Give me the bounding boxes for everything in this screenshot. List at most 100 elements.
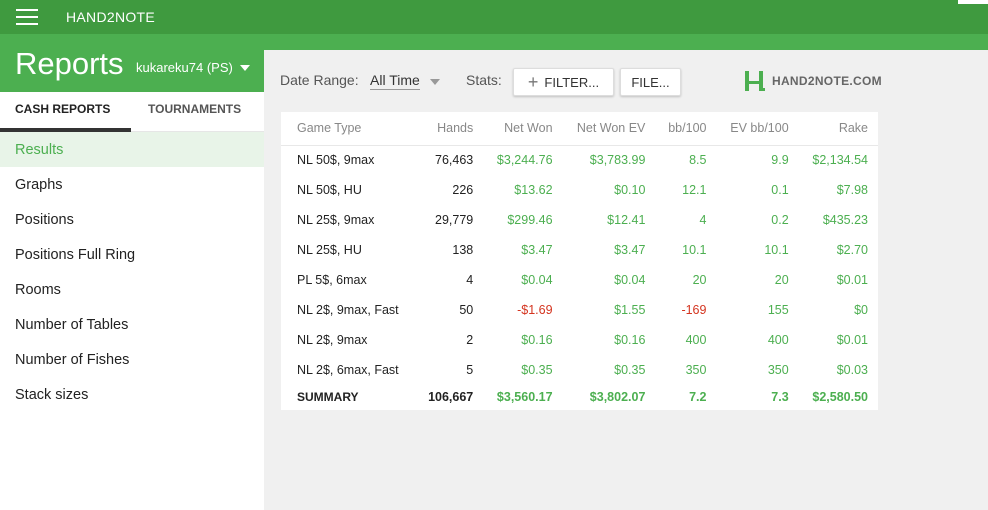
page-title: Reports xyxy=(15,46,124,81)
sidebar-item-number-of-fishes[interactable]: Number of Fishes xyxy=(15,351,130,368)
cell-net-won: $299.46 xyxy=(507,213,553,227)
cell-net-won: $0.16 xyxy=(521,333,553,347)
cell-net-won-ev: $12.41 xyxy=(607,213,646,227)
cell-bb100: 12.1 xyxy=(682,183,707,197)
column-header-hands[interactable]: Hands xyxy=(414,112,484,146)
report-tabs: CASH REPORTS TOURNAMENTS xyxy=(0,92,264,132)
cell-net-won: $0.04 xyxy=(521,273,553,287)
cell-game-type: NL 25$, HU xyxy=(297,243,362,257)
cell-game-type: NL 25$, 9max xyxy=(297,213,375,227)
table-row[interactable]: NL 50$, HU 226 $13.62 $0.10 12.1 0.1 $7.98 xyxy=(281,175,878,205)
sidebar-item-positions-full-ring[interactable]: Positions Full Ring xyxy=(15,246,136,263)
sidebar-item-graphs[interactable]: Graphs xyxy=(15,176,63,193)
table-row[interactable]: NL 2$, 9max, Fast 50 -$1.69 $1.55 -169 155 $0 xyxy=(281,295,878,325)
cell-ev-bb100: 20 xyxy=(774,273,789,287)
caret-down-icon xyxy=(239,64,250,71)
hand2note-logo: HAND2NOTE.COM xyxy=(744,70,882,92)
cell-hands: 106,667 xyxy=(428,390,474,404)
app-bar-corner xyxy=(958,0,988,4)
file-button[interactable]: FILE... xyxy=(620,68,681,96)
column-header-rake[interactable]: Rake xyxy=(798,112,878,146)
hand2note-logo-icon xyxy=(745,71,765,91)
cell-game-type: NL 2$, 6max, Fast xyxy=(297,363,399,377)
filter-button-label: FILTER... xyxy=(544,74,600,90)
column-header-net-won[interactable]: Net Won xyxy=(483,112,563,146)
file-button-label: FILE... xyxy=(631,74,670,90)
column-header-ev-bb100[interactable]: EV bb/100 xyxy=(716,112,799,146)
sidebar-item-number-of-tables[interactable]: Number of Tables xyxy=(15,316,129,333)
cell-rake: $7.98 xyxy=(836,183,868,197)
cell-game-type: PL 5$, 6max xyxy=(297,273,367,287)
cell-rake: $0.01 xyxy=(836,273,868,287)
cell-ev-bb100: 155 xyxy=(767,303,789,317)
cell-game-type: NL 50$, HU xyxy=(297,183,362,197)
cell-game-type: SUMMARY xyxy=(297,390,359,404)
summary-row[interactable]: SUMMARY 106,667 $3,560.17 $3,802.07 7.2 7.3 $2… xyxy=(281,385,878,409)
cell-net-won: $0.35 xyxy=(521,363,553,377)
cell-ev-bb100: 400 xyxy=(767,333,789,347)
account-label: kukareku74 (PS) xyxy=(136,60,233,75)
sidebar-item-results[interactable]: Results xyxy=(0,132,264,167)
cell-net-won-ev: $3,783.99 xyxy=(589,153,646,168)
cell-ev-bb100: 10.1 xyxy=(764,243,789,257)
sidebar-item-positions[interactable]: Positions xyxy=(15,211,74,228)
cell-hands: 5 xyxy=(466,363,474,377)
column-header-game-type[interactable]: Game Type xyxy=(281,112,415,146)
reports-header: Reports kukareku74 (PS) xyxy=(0,34,264,92)
cell-bb100: 7.2 xyxy=(689,390,707,404)
column-header-bb100[interactable]: bb/100 xyxy=(655,112,717,146)
sidebar: CASH REPORTS TOURNAMENTS Results Graphs … xyxy=(0,92,264,510)
cell-net-won-ev: $0.16 xyxy=(614,333,646,347)
table-row[interactable]: NL 25$, 9max 29,779 $299.46 $12.41 4 0.2 $435.… xyxy=(281,205,878,235)
active-tab-indicator xyxy=(0,128,131,132)
cell-net-won: $3,244.76 xyxy=(496,153,553,168)
cell-bb100: 4 xyxy=(699,213,707,227)
cell-game-type: NL 2$, 9max xyxy=(297,333,368,347)
table-row[interactable]: NL 50$, 9max 76,463 $3,244.76 $3,783.99 8.5 9… xyxy=(281,145,878,175)
cell-bb100: 20 xyxy=(692,273,707,287)
tab-tournaments[interactable]: TOURNAMENTS xyxy=(148,102,242,116)
hamburger-icon[interactable] xyxy=(16,9,38,25)
cell-game-type: NL 2$, 9max, Fast xyxy=(297,303,399,317)
account-dropdown[interactable]: kukareku74 (PS) xyxy=(136,60,250,75)
plus-icon: + xyxy=(527,72,539,92)
cell-ev-bb100: 9.9 xyxy=(771,153,789,168)
cell-hands: 138 xyxy=(452,243,474,257)
cell-hands: 226 xyxy=(452,183,474,197)
cell-rake: $435.23 xyxy=(822,213,868,227)
results-table: Game Type Hands Net Won Net Won EV bb/10… xyxy=(281,112,878,409)
cell-bb100: 350 xyxy=(685,363,707,377)
cell-ev-bb100: 350 xyxy=(767,363,789,377)
table-row[interactable]: NL 25$, HU 138 $3.47 $3.47 10.1 10.1 $2.70 xyxy=(281,235,878,265)
cell-net-won: $3,560.17 xyxy=(496,390,553,404)
table-row[interactable]: NL 2$, 9max 2 $0.16 $0.16 400 400 $0.01 xyxy=(281,325,878,355)
app-bar: HAND2NOTE xyxy=(0,0,988,34)
sidebar-item-rooms[interactable]: Rooms xyxy=(15,281,61,298)
cell-net-won-ev: $1.55 xyxy=(614,303,646,317)
cell-net-won-ev: $0.04 xyxy=(614,273,646,287)
sidebar-item-stack-sizes[interactable]: Stack sizes xyxy=(15,386,89,403)
cell-net-won: -$1.69 xyxy=(517,303,553,317)
date-range-select[interactable]: All Time xyxy=(370,72,420,90)
cell-bb100: 400 xyxy=(685,333,707,347)
cell-net-won: $3.47 xyxy=(521,243,553,257)
cell-rake: $0.03 xyxy=(836,363,868,377)
date-range-label: Date Range: xyxy=(280,72,359,88)
table-row[interactable]: PL 5$, 6max 4 $0.04 $0.04 20 20 $0.01 xyxy=(281,265,878,295)
stats-label: Stats: xyxy=(466,72,502,88)
table-row[interactable]: NL 2$, 6max, Fast 5 $0.35 $0.35 350 350 $0.03 xyxy=(281,355,878,385)
cell-net-won-ev: $0.35 xyxy=(614,363,646,377)
cell-game-type: NL 50$, 9max xyxy=(297,153,375,168)
filter-button[interactable]: + FILTER... xyxy=(513,68,614,96)
caret-down-icon[interactable] xyxy=(430,79,440,85)
cell-net-won: $13.62 xyxy=(514,183,553,197)
cell-hands: 2 xyxy=(466,333,474,347)
cell-hands: 50 xyxy=(459,303,474,317)
tab-cash-reports[interactable]: CASH REPORTS xyxy=(15,102,111,116)
cell-rake: $2,580.50 xyxy=(812,390,868,404)
app-title: HAND2NOTE xyxy=(66,9,156,25)
cell-ev-bb100: 0.1 xyxy=(771,183,789,197)
cell-rake: $2.70 xyxy=(836,243,868,257)
column-header-net-won-ev[interactable]: Net Won EV xyxy=(562,112,656,146)
cell-bb100: -169 xyxy=(681,303,707,317)
